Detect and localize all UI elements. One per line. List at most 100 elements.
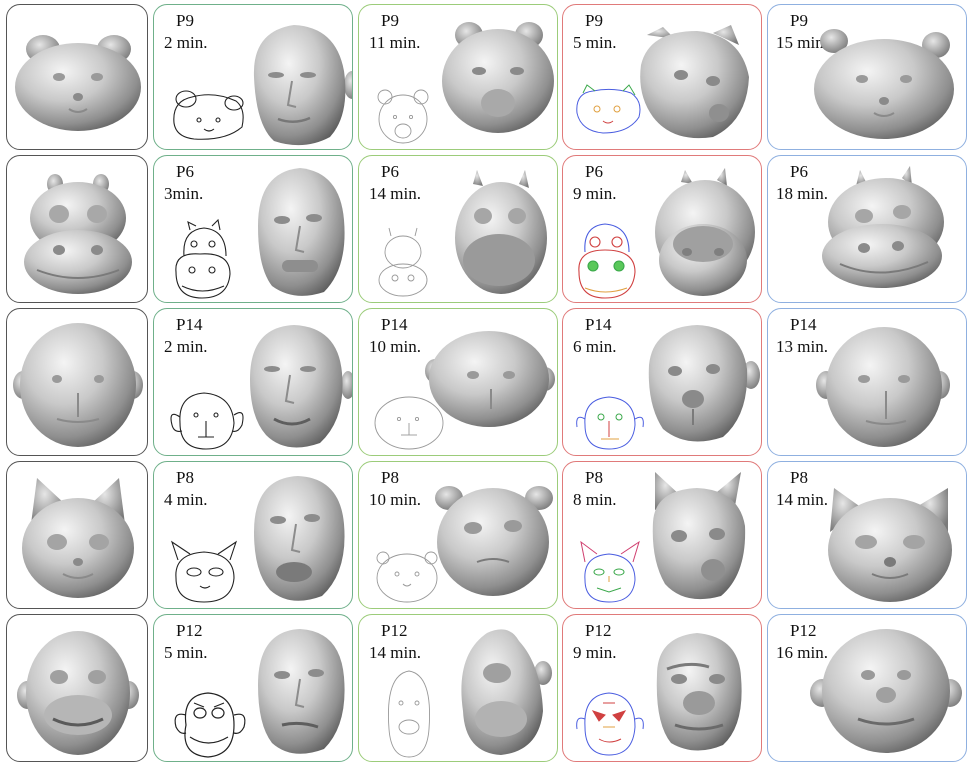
- monkey-head-model-icon: [816, 327, 950, 447]
- participant-label: P8: [585, 468, 603, 487]
- result-cell: P8 8 min.: [562, 461, 762, 609]
- ape-head-model-icon: [461, 629, 552, 755]
- cat-sketch-icon: [170, 540, 238, 603]
- cat-sketch-icon: [376, 551, 438, 603]
- hippo-sketch-icon: [378, 227, 428, 297]
- participant-label: P9: [381, 11, 399, 30]
- hippo-head-model-icon: [822, 166, 944, 288]
- human-head-model-icon: [250, 325, 352, 448]
- time-label: 16 min.: [776, 643, 828, 662]
- cat-head-model-icon: [828, 488, 952, 602]
- time-label: 10 min.: [369, 337, 421, 356]
- monkey-head-model-icon: [425, 331, 555, 427]
- ape-head-model-icon: [810, 629, 962, 753]
- result-cell: P9 15 min.: [767, 4, 967, 150]
- result-cell: P14 13 min.: [767, 308, 967, 456]
- human-head-model-icon: [258, 168, 345, 296]
- time-label: 8 min.: [573, 490, 617, 509]
- result-cell: P12 5 min.: [153, 614, 353, 762]
- time-label: 11 min.: [369, 33, 421, 52]
- participant-label: P9: [176, 11, 194, 30]
- result-cell: P12 9 min.: [562, 614, 762, 762]
- time-label: 13 min.: [776, 337, 828, 356]
- result-cell: P6 14 min.: [358, 155, 558, 303]
- reference-cell: [6, 4, 148, 150]
- participant-label: P14: [381, 315, 408, 334]
- cat-colored-sketch-icon: [580, 540, 640, 603]
- hippo-head-model-icon: [24, 174, 132, 294]
- result-cell: P9 2 min.: [153, 4, 353, 150]
- participant-label: P14: [790, 315, 817, 334]
- result-cell: P9 11 min.: [358, 4, 558, 150]
- time-label: 18 min.: [776, 184, 828, 203]
- result-cell: P8 4 min.: [153, 461, 353, 609]
- result-cell: P6 18 min.: [767, 155, 967, 303]
- time-label: 3min.: [164, 184, 204, 203]
- participant-label: P6: [790, 162, 808, 181]
- hippo-head-model-icon: [655, 168, 755, 296]
- hippo-colored-sketch-icon: [578, 223, 636, 299]
- participant-label: P9: [585, 11, 603, 30]
- participant-label: P12: [790, 621, 817, 640]
- cat-head-model-icon: [22, 478, 134, 598]
- result-cell: P12 16 min.: [767, 614, 967, 762]
- cat-head-model-icon: [435, 486, 553, 596]
- time-label: 9 min.: [573, 643, 617, 662]
- time-label: 4 min.: [164, 490, 208, 509]
- participant-label: P6: [381, 162, 399, 181]
- participant-label: P8: [176, 468, 194, 487]
- bear-sketch-icon: [173, 90, 244, 140]
- time-label: 5 min.: [164, 643, 208, 662]
- bear-colored-sketch-icon: [576, 84, 641, 134]
- monkey-sketch-icon: [170, 392, 244, 450]
- result-cell: P8 14 min.: [767, 461, 967, 609]
- time-label: 14 min.: [369, 184, 421, 203]
- monkey-colored-sketch-icon: [576, 396, 644, 450]
- human-head-model-icon: [258, 629, 345, 754]
- ape-colored-sketch-icon: [576, 692, 644, 756]
- bear-sketch-icon: [377, 89, 429, 144]
- ape-sketch-icon: [174, 692, 246, 758]
- cat-head-model-icon: [652, 472, 746, 600]
- time-label: 2 min.: [164, 337, 208, 356]
- result-cell: P6 3min.: [153, 155, 353, 303]
- time-label: 15 min.: [776, 33, 828, 52]
- bear-head-model-icon: [814, 29, 954, 139]
- result-cell: P14 10 min.: [358, 308, 558, 456]
- participant-label: P12: [585, 621, 612, 640]
- time-label: 5 min.: [573, 33, 617, 52]
- participant-label: P6: [176, 162, 194, 181]
- result-cell: P14 6 min.: [562, 308, 762, 456]
- ape-head-model-icon: [656, 633, 742, 751]
- result-cell: P14 2 min.: [153, 308, 353, 456]
- participant-label: P14: [585, 315, 612, 334]
- result-cell: P12 14 min.: [358, 614, 558, 762]
- time-label: 2 min.: [164, 33, 208, 52]
- time-label: 9 min.: [573, 184, 617, 203]
- hippo-head-model-icon: [455, 170, 547, 294]
- bear-head-model-icon: [15, 35, 141, 131]
- result-cell: P6 9 min.: [562, 155, 762, 303]
- time-label: 10 min.: [369, 490, 421, 509]
- bear-head-model-icon: [640, 25, 749, 139]
- participant-label: P12: [176, 621, 203, 640]
- reference-cell: [6, 461, 148, 609]
- participant-label: P8: [381, 468, 399, 487]
- participant-label: P6: [585, 162, 603, 181]
- reference-cell: [6, 614, 148, 762]
- monkey-head-model-icon: [13, 323, 143, 447]
- time-label: 14 min.: [776, 490, 828, 509]
- reference-cell: [6, 155, 148, 303]
- human-head-model-icon: [253, 25, 352, 146]
- ape-sketch-icon: [388, 670, 430, 758]
- time-label: 14 min.: [369, 643, 421, 662]
- human-head-model-icon: [254, 476, 345, 601]
- ape-head-model-icon: [17, 631, 139, 755]
- participant-label: P12: [381, 621, 408, 640]
- hippo-sketch-icon: [175, 218, 231, 299]
- monkey-sketch-icon: [374, 396, 444, 450]
- monkey-head-model-icon: [648, 325, 760, 442]
- result-cell: P9 5 min.: [562, 4, 762, 150]
- result-cell: P8 10 min.: [358, 461, 558, 609]
